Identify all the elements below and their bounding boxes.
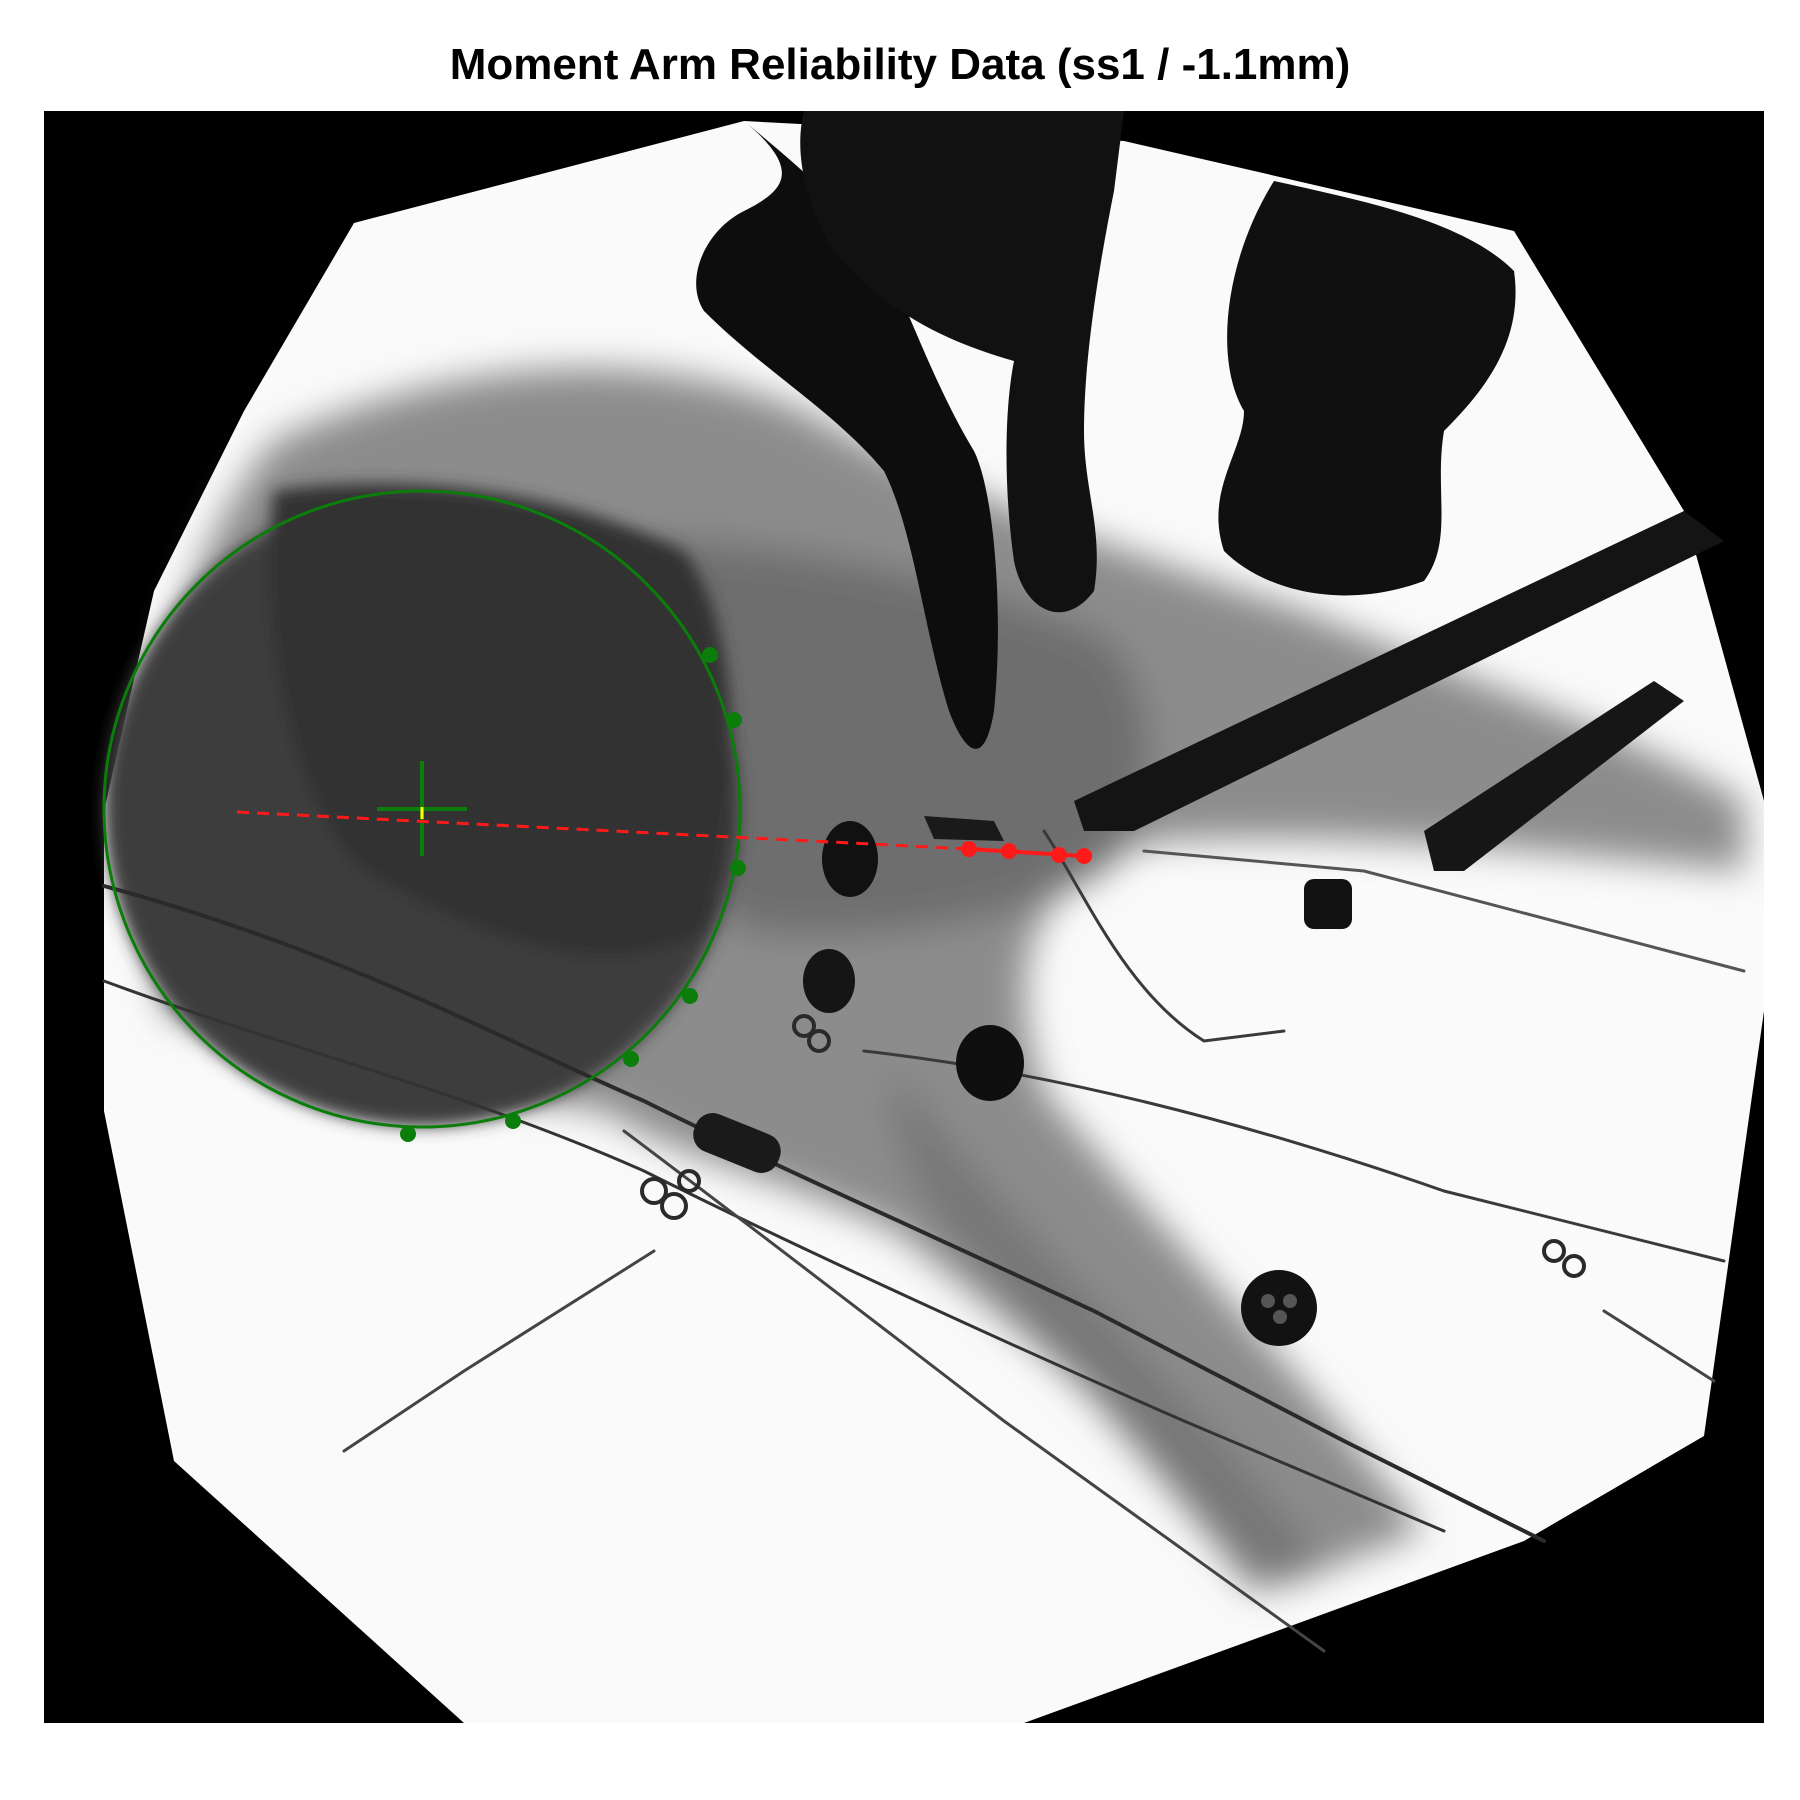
cylindrical-marker bbox=[693, 1113, 781, 1173]
circle-fit-points bbox=[400, 647, 746, 1142]
marker-bead bbox=[822, 821, 878, 897]
circle-fit-point bbox=[400, 1126, 416, 1142]
xray-image bbox=[44, 111, 1764, 1723]
circle-fit-point bbox=[505, 1113, 521, 1129]
tendon-point bbox=[961, 841, 977, 857]
moment-arm-dashed-line bbox=[236, 810, 970, 851]
clip-marker bbox=[1304, 879, 1352, 929]
figure-title: Moment Arm Reliability Data (ss1 / -1.1m… bbox=[449, 40, 1351, 89]
xray-image-panel bbox=[44, 111, 1764, 1723]
fitted-circle bbox=[102, 489, 742, 1129]
tendon-point bbox=[1051, 847, 1067, 863]
tendon-points bbox=[961, 841, 1092, 864]
circle-fit-point bbox=[623, 1051, 639, 1067]
circle-fit-point bbox=[702, 647, 718, 663]
instrument-silhouettes bbox=[696, 111, 1764, 871]
marker-bead bbox=[803, 949, 855, 1013]
tendon-point bbox=[1001, 843, 1017, 859]
circle-fit-point bbox=[730, 860, 746, 876]
radiopaque-markers bbox=[640, 816, 1586, 1346]
marker-bead bbox=[956, 1025, 1024, 1101]
marker-bead bbox=[1241, 1270, 1317, 1346]
suture-knot bbox=[640, 1014, 1586, 1278]
circle-fit-point bbox=[726, 712, 742, 728]
circle-fit-point bbox=[682, 988, 698, 1004]
tendon-point bbox=[1076, 848, 1092, 864]
